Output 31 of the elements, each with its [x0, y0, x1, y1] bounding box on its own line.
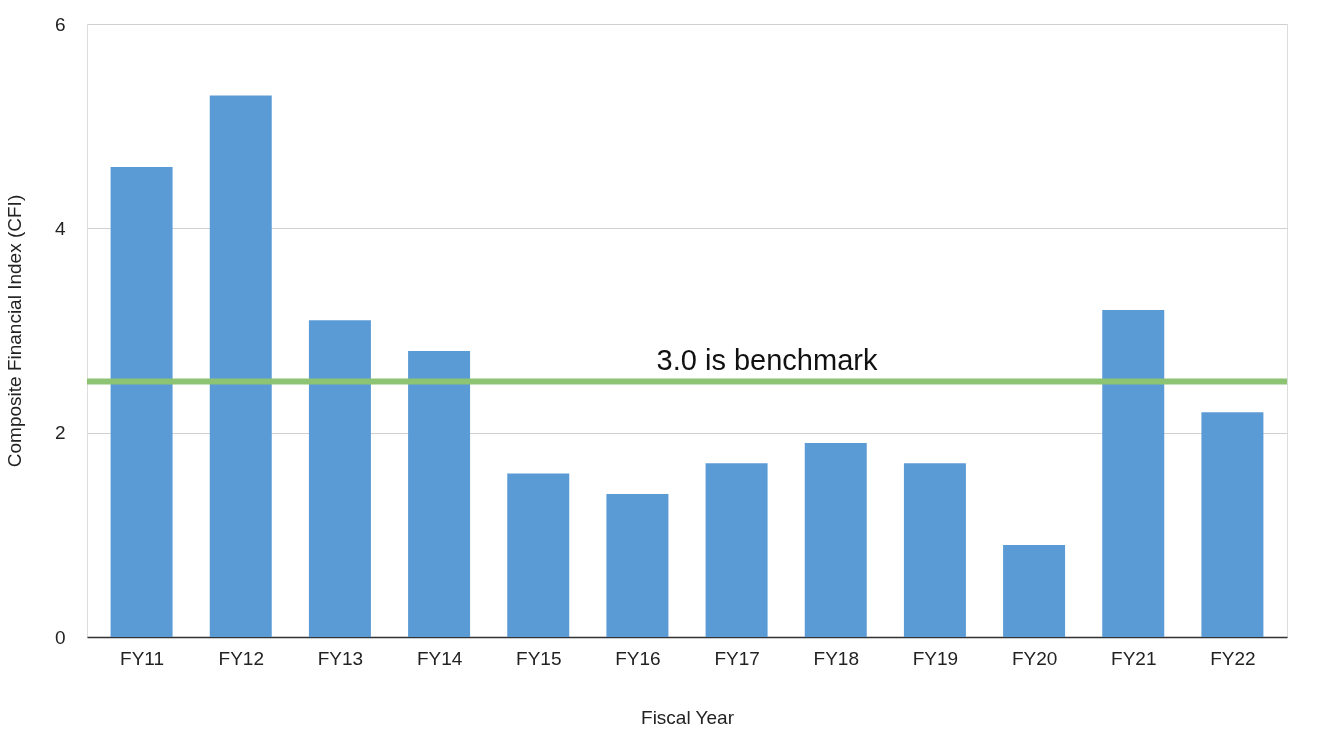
bar: [209, 95, 272, 637]
y-tick-label: 0: [54, 626, 66, 648]
x-tick-label: FY19: [912, 647, 959, 669]
bar: [903, 463, 966, 637]
x-tick-label: FY22: [1210, 647, 1256, 669]
bar: [606, 493, 669, 637]
y-axis-title: Composite Financial Index (CFI): [3, 194, 25, 468]
ref-line-label: 3.0 is benchmark: [656, 343, 878, 376]
bar: [1003, 545, 1066, 637]
y-tick-label: 2: [54, 422, 66, 444]
bar: [804, 442, 867, 637]
bar: [1102, 310, 1165, 637]
x-tick-label: FY18: [813, 647, 859, 669]
bar: [408, 350, 471, 637]
x-tick-label: FY13: [317, 647, 364, 669]
bar: [1201, 412, 1264, 637]
x-tick-label: FY21: [1111, 647, 1157, 669]
bar: [507, 473, 570, 637]
bar: [705, 463, 768, 637]
bar: [110, 167, 173, 637]
x-tick-label: FY11: [120, 647, 165, 669]
x-tick-label: FY17: [714, 647, 760, 669]
x-axis-title: Fiscal Year: [641, 706, 735, 728]
x-tick-label: FY14: [416, 647, 463, 669]
x-tick-label: FY16: [615, 647, 661, 669]
x-tick-label: FY12: [218, 647, 264, 669]
y-tick-label: 6: [54, 13, 66, 35]
x-tick-label: FY20: [1011, 647, 1058, 669]
y-tick-label: 4: [54, 217, 66, 239]
x-tick-label: FY15: [516, 647, 562, 669]
bar: [308, 320, 371, 637]
